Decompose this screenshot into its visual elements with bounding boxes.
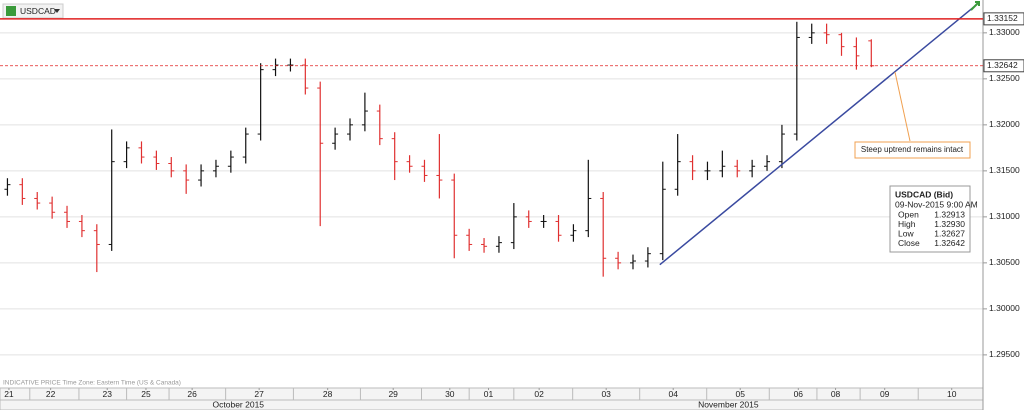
x-tick-label: 10 [947,389,957,399]
x-tick-label: 26 [187,389,197,399]
symbol: USDCAD [20,6,56,16]
info-label: Open [898,209,919,219]
trendline [659,3,978,266]
footer: INDICATIVE PRICE Time Zone: Eastern Time… [3,380,181,387]
expand-icon[interactable] [970,1,980,11]
price-tag [983,12,1024,26]
y-tick-label: 1.30500 [989,257,1020,267]
info-title: USDCAD (Bid) [895,189,953,199]
x-tick-label: 04 [668,389,678,399]
x-tick-label: 06 [794,389,804,399]
x-tick-label: 23 [103,389,113,399]
x-tick-label: 21 [4,389,14,399]
x-tick-label: 29 [388,389,398,399]
info-label: Low [898,228,914,238]
x-tick-label: 22 [46,389,56,399]
x-tick-label: 05 [735,389,745,399]
info-box: USDCAD (Bid) 09-Nov-2015 9:00 AM Open 1.3… [889,185,978,253]
y-tick-label: 1.31000 [989,211,1020,221]
y-tick-label: 1.31500 [989,165,1020,175]
info-label: High [898,219,916,229]
x-tick-label: 09 [880,389,890,399]
x-tick-label: 02 [534,389,544,399]
symbol-icon [6,6,16,16]
annotation-box [854,141,971,159]
info-frame [889,185,971,253]
info-value: 1.32642 [934,238,965,248]
symbol-box[interactable] [2,3,64,19]
info-value: 1.32627 [934,228,965,238]
info-value: 1.32913 [934,209,965,219]
annotation: Steep uptrend remains intact [861,145,964,154]
x-tick-label: 08 [831,389,841,399]
dropdown-arrow[interactable] [54,9,60,13]
x-tick-label: 01 [484,389,494,399]
x-tick-label: 25 [141,389,151,399]
x-tick-label: 27 [254,389,264,399]
y-tick-label: 1.29500 [989,349,1020,359]
price-tag [983,59,1024,73]
x-tick-label: 03 [601,389,611,399]
y-tick-label: 1.33000 [989,27,1020,37]
x-tick-label: 30 [445,389,455,399]
y-tick-label: 1.32500 [989,73,1020,83]
info-value: 1.32930 [934,219,965,229]
annotation-arrow [894,71,911,142]
price-tag-label: 1.33152 [987,13,1018,23]
info-label: Close [898,238,920,248]
price-tag-label: 1.32642 [987,60,1018,70]
info-date: 09-Nov-2015 9:00 AM [895,199,978,209]
x-tick-label: 28 [323,389,333,399]
month-label: October 2015 [213,399,265,409]
month-label: November 2015 [698,399,759,409]
y-tick-label: 1.32000 [989,119,1020,129]
y-tick-label: 1.30000 [989,303,1020,313]
